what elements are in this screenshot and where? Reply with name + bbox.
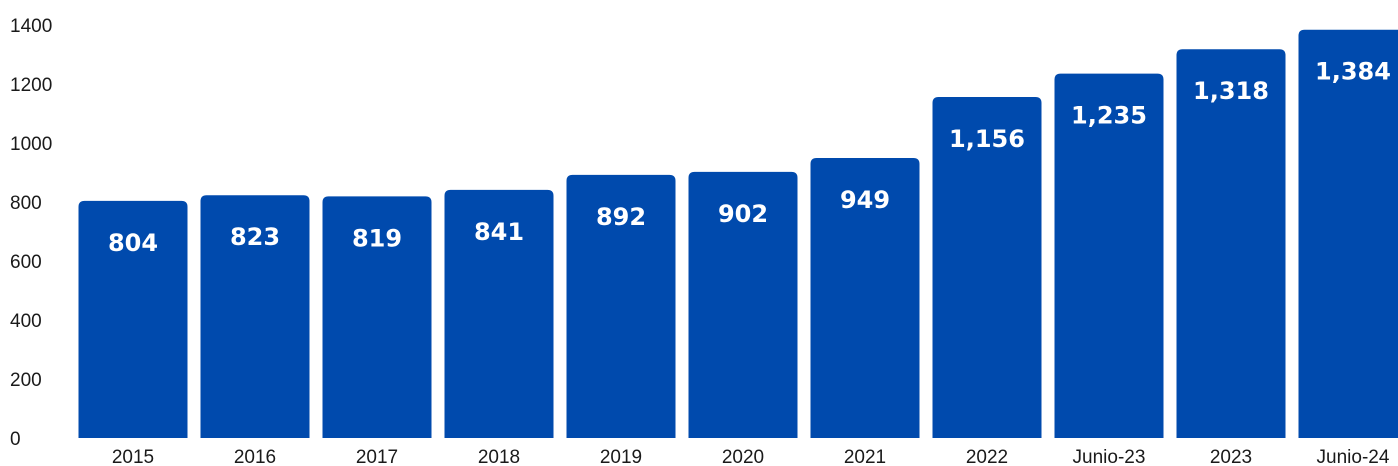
data-label: 1,318 xyxy=(1193,77,1269,105)
y-tick-label: 1200 xyxy=(10,75,52,96)
data-label: 1,156 xyxy=(949,125,1025,153)
bar xyxy=(322,196,432,438)
y-tick-label: 600 xyxy=(10,252,42,273)
bars: 804 823 819 841 892 902 949 1,156 1,235 1,318 1,38… xyxy=(78,29,1398,439)
data-label: 902 xyxy=(718,200,768,228)
data-label: 804 xyxy=(108,229,158,257)
data-label: 819 xyxy=(352,224,402,252)
x-tick-label: 2017 xyxy=(356,447,398,466)
x-tick-label: 2018 xyxy=(478,447,520,466)
data-label: 823 xyxy=(230,223,280,251)
bar xyxy=(200,195,310,438)
x-tick-label: Junio-24 xyxy=(1317,447,1390,466)
y-tick-label: 1400 xyxy=(10,16,52,37)
x-tick-label: 2015 xyxy=(112,447,154,466)
bar xyxy=(78,200,188,438)
x-tick-label: 2020 xyxy=(722,447,764,466)
data-label: 1,235 xyxy=(1071,102,1147,130)
y-tick-label: 200 xyxy=(10,370,42,391)
x-tick-label: 2023 xyxy=(1210,447,1252,466)
data-label: 841 xyxy=(474,218,524,246)
x-axis: 2015 2016 2017 2018 2019 2020 2021 2022 Junio-23… xyxy=(112,447,1390,466)
y-tick-label: 800 xyxy=(10,193,42,214)
y-tick-label: 400 xyxy=(10,311,42,332)
bar xyxy=(1298,29,1398,438)
y-tick-label: 0 xyxy=(10,429,21,450)
x-tick-label: 2022 xyxy=(966,447,1008,466)
bar xyxy=(1176,49,1286,438)
x-tick-label: 2021 xyxy=(844,447,886,466)
bar xyxy=(932,96,1042,438)
y-tick-label: 1000 xyxy=(10,134,52,155)
data-label: 1,384 xyxy=(1315,58,1391,86)
bar xyxy=(444,189,554,438)
bar xyxy=(1054,73,1164,439)
x-tick-label: 2016 xyxy=(234,447,276,466)
bar xyxy=(566,174,676,439)
bar xyxy=(810,158,920,439)
y-axis: 0 200 400 600 800 1000 1200 1400 xyxy=(10,16,52,450)
data-label: 949 xyxy=(840,186,890,214)
x-tick-label: 2019 xyxy=(600,447,642,466)
x-tick-label: Junio-23 xyxy=(1073,447,1146,466)
bar xyxy=(688,171,798,438)
data-label: 892 xyxy=(596,203,646,231)
